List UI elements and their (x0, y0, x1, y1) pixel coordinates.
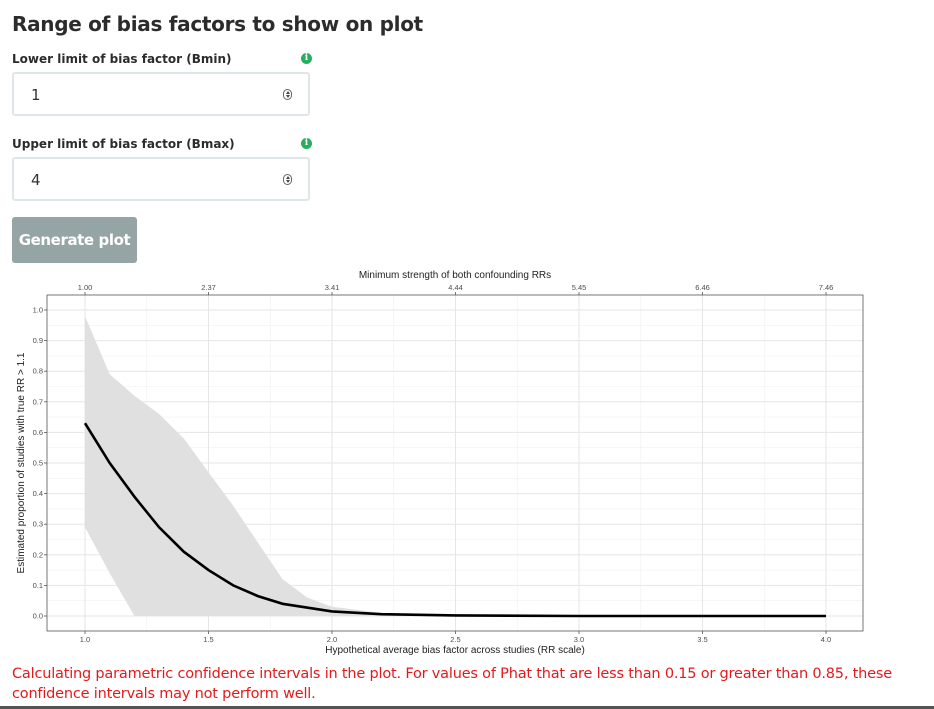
info-icon[interactable]: i (301, 138, 312, 149)
bmax-input[interactable]: 4 (12, 157, 310, 201)
x-axis-label: Hypothetical average bias factor across … (325, 645, 585, 656)
plot-axes: 1.0 1.5 2.0 2.5 3.0 3.5 4.0 1.00 2.37 3.41 4.44 5.4… (33, 283, 834, 644)
top-tick-label: 3.41 (325, 283, 340, 292)
y-tick-label: 0.4 (33, 489, 43, 498)
y-tick-label: 0.7 (33, 397, 43, 406)
bias-factor-plot: 1.0 1.5 2.0 2.5 3.0 3.5 4.0 1.00 2.37 3.41 4.44 5.4… (16, 270, 864, 656)
top-tick-label: 1.00 (78, 283, 93, 292)
confidence-band (85, 316, 826, 616)
info-icon[interactable]: i (301, 53, 312, 64)
y-tick-label: 0.5 (33, 459, 43, 468)
x-tick-label: 2.0 (327, 635, 337, 644)
y-tick-label: 1.0 (33, 306, 43, 315)
x-tick-label: 3.5 (697, 635, 707, 644)
x-tick-label: 1.0 (80, 635, 90, 644)
section-title: Range of bias factors to show on plot (12, 12, 423, 36)
y-tick-label: 0.2 (33, 550, 43, 559)
top-tick-label: 7.46 (819, 283, 834, 292)
y-tick-label: 0.0 (33, 612, 43, 621)
spinner-icon[interactable] (283, 174, 292, 185)
bmin-label: Lower limit of bias factor (Bmin) (12, 52, 232, 66)
top-tick-label: 6.46 (695, 283, 710, 292)
generate-plot-button[interactable]: Generate plot (12, 217, 137, 263)
bmax-label: Upper limit of bias factor (Bmax) (12, 137, 235, 151)
top-tick-label: 4.44 (448, 283, 463, 292)
y-tick-label: 0.9 (33, 336, 43, 345)
top-axis-label: Minimum strength of both confounding RRs (359, 270, 551, 281)
x-tick-label: 1.5 (203, 635, 213, 644)
y-tick-label: 0.3 (33, 520, 43, 529)
y-tick-label: 0.8 (33, 367, 43, 376)
top-tick-label: 2.37 (201, 283, 216, 292)
bottom-divider (0, 706, 934, 709)
x-tick-label: 3.0 (574, 635, 584, 644)
x-tick-label: 2.5 (450, 635, 460, 644)
y-tick-label: 0.1 (33, 581, 43, 590)
ci-warning-message: Calculating parametric confidence interv… (12, 666, 892, 702)
spinner-icon[interactable] (283, 89, 292, 100)
y-tick-label: 0.6 (33, 428, 43, 437)
x-tick-label: 4.0 (821, 635, 831, 644)
y-axis-label: Estimated proportion of studies with tru… (16, 352, 27, 573)
bmin-input[interactable]: 1 (12, 72, 310, 116)
estimate-line (83, 422, 826, 618)
top-tick-label: 5.45 (572, 283, 587, 292)
bmax-value: 4 (31, 171, 41, 189)
bmin-value: 1 (31, 86, 41, 104)
